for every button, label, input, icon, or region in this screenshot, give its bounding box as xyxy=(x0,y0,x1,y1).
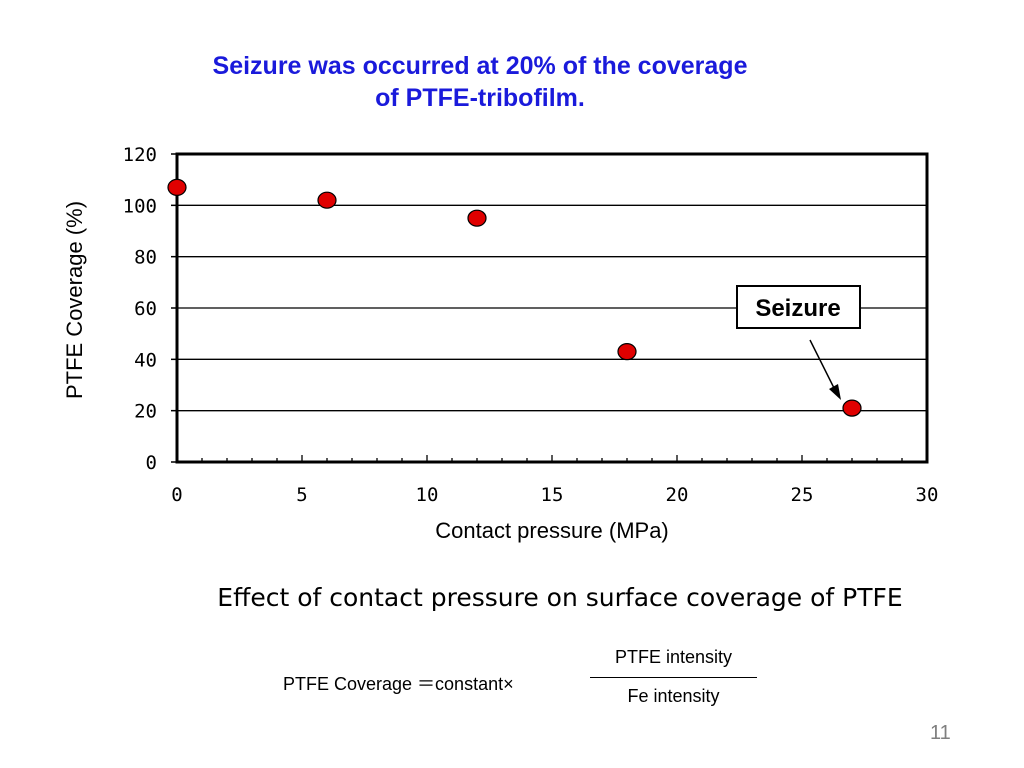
x-tick-label: 10 xyxy=(416,484,439,506)
data-point xyxy=(842,399,862,417)
data-points xyxy=(167,178,862,417)
y-tick-label: 120 xyxy=(123,144,157,166)
x-tick-label: 20 xyxy=(666,484,689,506)
seizure-callout-label: Seizure xyxy=(755,295,840,322)
data-point xyxy=(617,343,637,361)
formula-numerator: PTFE intensity xyxy=(614,647,733,667)
seizure-callout-box xyxy=(736,285,861,329)
seizure-arrow-line xyxy=(809,339,836,391)
x-axis-label: Contact pressure (MPa) xyxy=(435,518,669,543)
y-tick-label: 40 xyxy=(134,349,157,371)
y-tick-label: 100 xyxy=(123,195,157,217)
y-tick-label: 20 xyxy=(134,401,157,423)
y-tick-label: 0 xyxy=(146,452,157,474)
y-axis-label: PTFE Coverage (%) xyxy=(62,201,87,399)
seizure-arrow-head xyxy=(829,384,841,400)
x-tick-label: 5 xyxy=(296,484,307,506)
y-tick-label: 60 xyxy=(134,298,157,320)
seizure-annotation: Seizure xyxy=(736,285,861,400)
fraction-bar xyxy=(590,677,757,678)
formula-denominator: Fe intensity xyxy=(627,686,720,706)
axis-ticks xyxy=(171,153,928,463)
x-tick-label: 15 xyxy=(541,484,564,506)
data-point xyxy=(167,178,187,196)
headline-line-1: Seizure was occurred at 20% of the cover… xyxy=(212,52,748,80)
data-point xyxy=(317,191,337,209)
tick-labels: 0 20 40 60 80 100 120 0 5 10 15 20 25 30 xyxy=(123,144,939,506)
x-tick-label: 30 xyxy=(916,484,939,506)
page-number: 11 xyxy=(930,722,951,744)
formula-lhs: PTFE Coverage ＝constant× xyxy=(283,674,514,694)
y-tick-label: 80 xyxy=(134,247,157,269)
x-tick-label: 25 xyxy=(791,484,814,506)
formula-fraction: PTFE intensity Fe intensity xyxy=(590,645,757,708)
x-tick-label: 0 xyxy=(171,484,182,506)
headline-line-2: of PTFE-tribofilm. xyxy=(375,84,585,112)
slide-headline: Seizure was occurred at 20% of the cover… xyxy=(180,50,780,114)
figure-caption: Effect of contact pressure on surface co… xyxy=(217,583,903,612)
data-point xyxy=(467,209,487,227)
